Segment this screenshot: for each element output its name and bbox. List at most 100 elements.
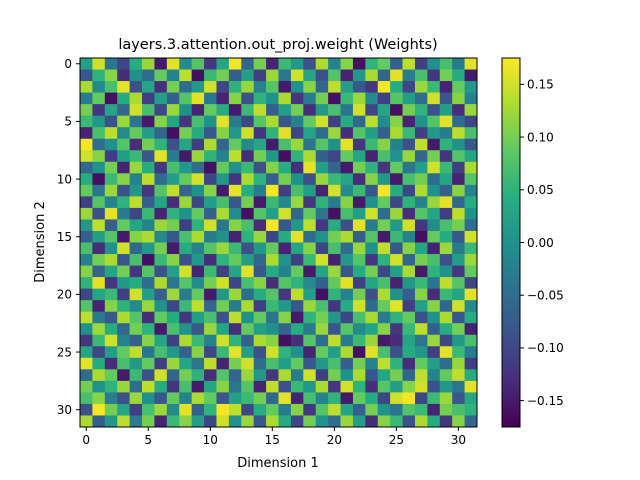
heatmap-cell xyxy=(216,173,230,186)
heatmap-cell xyxy=(452,150,465,163)
heatmap-cell xyxy=(352,127,366,140)
heatmap-cell xyxy=(92,323,106,336)
heatmap-cell xyxy=(179,150,193,163)
heatmap-cell xyxy=(290,300,304,313)
heatmap-cell xyxy=(266,323,279,336)
heatmap-cell xyxy=(204,230,217,243)
heatmap-cell xyxy=(253,288,267,301)
heatmap-cell xyxy=(402,265,416,278)
heatmap-cell xyxy=(278,230,292,243)
heatmap-cell xyxy=(290,127,304,140)
heatmap-cell xyxy=(179,92,193,105)
heatmap-cell xyxy=(365,69,379,82)
heatmap-cell xyxy=(452,173,465,186)
heatmap-cell xyxy=(427,369,441,382)
heatmap-cell xyxy=(216,127,230,140)
heatmap-cell xyxy=(340,104,354,117)
heatmap-cell xyxy=(427,81,441,93)
heatmap-cell xyxy=(179,346,193,359)
heatmap-cell xyxy=(216,230,230,243)
heatmap-cell xyxy=(315,173,329,186)
heatmap-cell xyxy=(266,184,279,197)
heatmap-cell xyxy=(204,277,217,289)
heatmap-cell xyxy=(427,277,441,289)
heatmap-cell xyxy=(216,207,230,220)
heatmap-cell xyxy=(427,92,441,105)
heatmap-cell xyxy=(414,207,428,220)
heatmap-cell xyxy=(464,196,478,209)
heatmap-cell xyxy=(253,127,267,140)
heatmap-cell xyxy=(154,403,168,416)
heatmap-cell xyxy=(278,334,292,347)
heatmap-cell xyxy=(179,334,193,347)
heatmap-cell xyxy=(142,300,155,313)
heatmap-cell xyxy=(253,184,267,197)
heatmap-cell xyxy=(439,346,453,359)
heatmap-cell xyxy=(328,69,341,82)
heatmap-cell xyxy=(464,288,478,301)
heatmap-cell xyxy=(328,288,341,301)
heatmap-cell xyxy=(290,230,304,243)
heatmap-cell xyxy=(80,115,93,128)
heatmap-cell xyxy=(191,207,205,220)
heatmap-cell xyxy=(142,58,155,70)
heatmap-cell xyxy=(390,138,403,151)
heatmap-cell xyxy=(204,150,217,163)
heatmap-cell xyxy=(464,403,478,416)
heatmap-cell xyxy=(154,415,168,428)
heatmap-cell xyxy=(253,392,267,405)
heatmap-cell xyxy=(290,69,304,82)
heatmap-cell xyxy=(253,323,267,336)
heatmap-cell xyxy=(340,173,354,186)
heatmap-cell xyxy=(377,150,391,163)
heatmap-cell xyxy=(390,346,403,359)
heatmap-cell xyxy=(290,161,304,174)
heatmap-cell xyxy=(241,403,255,416)
heatmap-cell xyxy=(266,138,279,151)
heatmap-cell xyxy=(427,254,441,266)
heatmap-cell xyxy=(278,311,292,324)
heatmap-cell xyxy=(154,184,168,197)
heatmap-cell xyxy=(439,277,453,289)
heatmap-cell xyxy=(290,288,304,301)
heatmap-cell xyxy=(104,323,118,336)
heatmap-cell xyxy=(253,242,267,255)
heatmap-cell xyxy=(303,392,317,405)
heatmap-cell xyxy=(340,161,354,174)
heatmap-cell xyxy=(377,277,391,289)
heatmap-cell xyxy=(129,300,143,313)
heatmap-cell xyxy=(328,392,341,405)
heatmap-cell xyxy=(179,219,193,232)
heatmap-cell xyxy=(228,323,242,336)
heatmap-cell xyxy=(228,242,242,255)
heatmap-cell xyxy=(241,58,255,70)
heatmap-cell xyxy=(266,58,279,70)
heatmap-cell xyxy=(253,81,267,93)
heatmap-cell xyxy=(278,81,292,93)
heatmap-cell xyxy=(253,150,267,163)
x-axis-label: Dimension 1 xyxy=(237,456,319,471)
heatmap-cell xyxy=(92,392,106,405)
heatmap-cell xyxy=(303,346,317,359)
heatmap-cell xyxy=(315,346,329,359)
heatmap-cell xyxy=(464,346,478,359)
heatmap-cell xyxy=(179,127,193,140)
heatmap-cell xyxy=(427,69,441,82)
heatmap-cell xyxy=(402,115,416,128)
heatmap-cell xyxy=(278,369,292,382)
heatmap-cell xyxy=(290,104,304,117)
y-tick-label: 15 xyxy=(57,230,72,244)
heatmap-cell xyxy=(352,184,366,197)
heatmap-cell xyxy=(402,277,416,289)
heatmap-cell xyxy=(464,254,478,266)
heatmap-cell xyxy=(266,392,279,405)
heatmap-cell xyxy=(290,173,304,186)
heatmap-cell xyxy=(303,115,317,128)
heatmap-cell xyxy=(464,104,478,117)
heatmap-cell xyxy=(365,380,379,393)
heatmap-cell xyxy=(129,242,143,255)
heatmap-cell xyxy=(452,415,465,428)
heatmap-cell xyxy=(216,380,230,393)
heatmap-cell xyxy=(402,196,416,209)
x-tick-label: 0 xyxy=(82,433,90,447)
